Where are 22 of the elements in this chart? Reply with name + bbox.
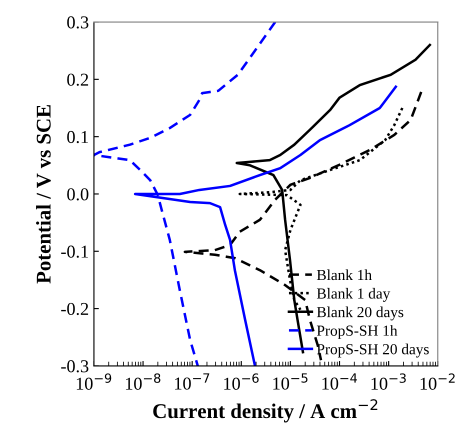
x-tick-label: 10$^{−4}$	[322, 373, 357, 390]
x-tick-label: 10$^{−7}$	[175, 373, 210, 390]
legend-label: Blank 1 day	[316, 288, 390, 302]
y-tick-label: -0.3	[61, 360, 88, 372]
legend-label: Blank 1h	[316, 269, 372, 280]
y-tick-label: -0.2	[61, 302, 88, 316]
x-tick-label: 10$^{−8}$	[126, 373, 160, 390]
x-axis-title: Current density / A cm$^{−2}$	[153, 399, 378, 422]
y-axis-title: Potential / V vs SCE	[36, 105, 51, 284]
y-tick-label: 0.3	[67, 16, 88, 29]
y-tick-label: 0.1	[67, 130, 88, 144]
x-tick-label: 10$^{−2}$	[420, 373, 455, 390]
y-tick-label: -0.1	[61, 246, 88, 258]
y-tick-label: 0.0	[67, 188, 88, 200]
y-tick-label: 0.2	[67, 74, 88, 86]
x-tick-label: 10$^{−3}$	[372, 373, 406, 390]
legend-label: PropS-SH 20 days	[316, 344, 429, 358]
x-tick-label: 10$^{−5}$	[273, 373, 308, 390]
x-tick-label: 10$^{−6}$	[224, 373, 259, 390]
legend-label: PropS-SH 1h	[316, 325, 398, 339]
legend-label: Blank 20 days	[316, 306, 404, 320]
x-tick-label: 10$^{−9}$	[76, 373, 112, 390]
